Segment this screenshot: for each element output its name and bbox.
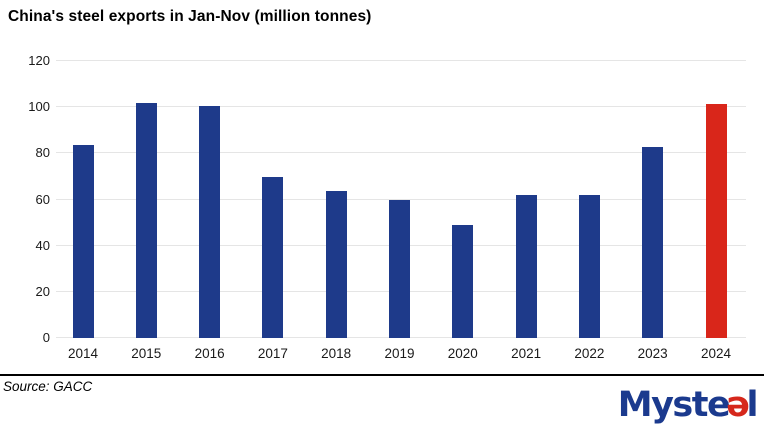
bar-2015 [135,103,157,338]
bar-2024 [705,104,727,338]
x-tick-label-2021: 2021 [511,346,542,361]
bar-2020 [452,225,474,338]
gridline-y100 [56,106,746,108]
logo-letter-e-blue: e [707,385,731,425]
gridline-y80 [56,152,746,154]
y-tick-label-120: 120 [28,53,50,68]
y-tick-label-0: 0 [42,330,50,345]
logo-text-main: Myst [617,385,709,425]
footer-divider [0,374,764,376]
x-tick-label-2017: 2017 [257,346,288,361]
chart-title: China's steel exports in Jan-Nov (millio… [8,8,372,25]
bar-2021 [515,195,537,338]
gridline-y60 [56,198,746,200]
x-tick-label-2015: 2015 [131,346,162,361]
bar-2017 [262,176,284,338]
bar-2018 [325,190,347,338]
x-tick-label-2023: 2023 [637,346,668,361]
logo-letter-l: l [746,385,759,425]
y-tick-label-40: 40 [35,237,50,253]
bar-2014 [72,145,94,338]
source-note: Source: GACC [3,379,93,394]
y-tick-label-80: 80 [35,145,50,161]
x-tick-label-2020: 2020 [447,346,478,361]
y-tick-label-60: 60 [35,191,50,207]
x-tick-label-2024: 2024 [700,346,732,361]
x-tick-label-2022: 2022 [574,346,605,361]
x-tick-label-2014: 2014 [67,346,99,361]
y-tick-label-20: 20 [35,283,50,299]
mysteel-logo: Mysteəl [617,384,759,426]
bar-2022 [578,194,600,338]
gridline-y120 [56,60,746,61]
bar-2016 [199,105,221,338]
x-tick-label-2016: 2016 [194,346,225,361]
plot-area [56,60,746,338]
logo-swirl-e-red-icon: ə [726,385,750,425]
bar-2023 [642,147,664,338]
bar-2019 [389,200,410,338]
x-tick-label-2018: 2018 [321,346,352,361]
x-tick-label-2019: 2019 [384,346,415,361]
y-tick-label-100: 100 [28,99,50,115]
